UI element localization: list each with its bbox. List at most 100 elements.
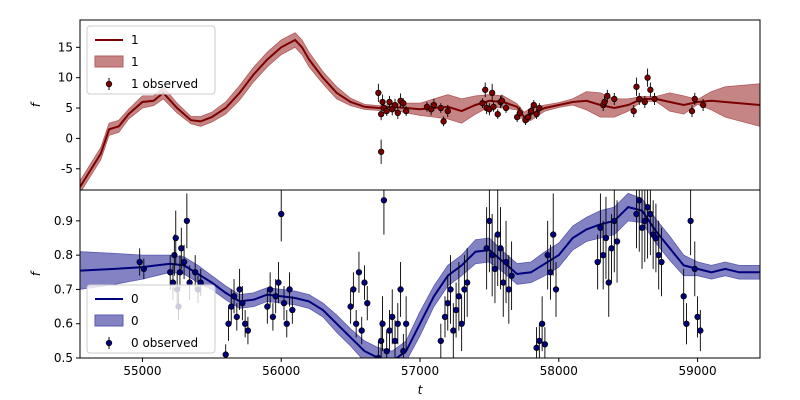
observed-point xyxy=(391,337,399,345)
observed-point xyxy=(375,354,382,358)
observed-point xyxy=(377,148,385,155)
observed-point xyxy=(269,313,277,321)
uncertainty-band xyxy=(80,192,760,358)
observed-point xyxy=(597,224,604,231)
observed-point xyxy=(278,210,285,218)
observed-point xyxy=(402,107,410,115)
observed-point xyxy=(358,327,365,334)
y-tick-label: 0 xyxy=(65,131,73,145)
observed-point xyxy=(180,258,188,266)
observed-point xyxy=(397,286,404,293)
observed-point xyxy=(641,217,648,225)
observed-point xyxy=(613,238,621,245)
observed-point xyxy=(611,95,618,103)
bottom-ylabel: f xyxy=(29,270,43,276)
observed-point xyxy=(544,251,551,259)
observed-point xyxy=(651,95,658,103)
observed-point xyxy=(272,293,279,300)
observed-point xyxy=(178,245,185,252)
observed-point xyxy=(600,251,607,259)
legend-band-swatch xyxy=(94,314,124,327)
observed-point xyxy=(538,320,546,327)
bottom-panel: 0.5 0.6 0.7 0.8 0.9 55000 56000 57000 58000 5900… xyxy=(29,189,761,397)
observed-point xyxy=(552,286,560,293)
observed-point xyxy=(516,109,524,117)
observed-point xyxy=(437,104,444,112)
observed-point xyxy=(527,107,535,115)
observed-point xyxy=(447,286,454,293)
observed-point xyxy=(547,269,554,276)
observed-point xyxy=(383,347,390,355)
observed-point xyxy=(505,286,512,293)
observed-point xyxy=(638,224,646,231)
bottom-x-axis: 55000 56000 57000 58000 59000 xyxy=(123,358,717,378)
observed-point xyxy=(647,210,654,218)
observed-point xyxy=(361,279,368,286)
observed-point xyxy=(497,245,504,252)
observed-point xyxy=(402,320,410,327)
observed-point xyxy=(530,101,537,109)
observed-point xyxy=(644,74,651,81)
observed-point xyxy=(536,337,543,345)
observed-point xyxy=(655,251,662,259)
observed-point xyxy=(394,109,401,117)
observed-point xyxy=(430,101,438,109)
x-tick-label: 58000 xyxy=(540,364,578,378)
observed-point xyxy=(483,245,490,252)
legend-point-swatch xyxy=(105,339,113,347)
observed-point xyxy=(452,306,460,314)
x-tick-label: 59000 xyxy=(678,364,716,378)
observed-point xyxy=(694,313,701,321)
observed-point xyxy=(644,203,651,211)
observed-point xyxy=(379,98,386,106)
observed-point xyxy=(441,313,449,321)
observed-point xyxy=(364,299,371,307)
legend-entry-label: 0 xyxy=(131,314,139,328)
y-tick-label: 0.7 xyxy=(54,282,73,296)
observed-point xyxy=(391,101,399,109)
observed-point xyxy=(500,279,507,286)
observed-point xyxy=(236,286,243,293)
observed-point xyxy=(630,107,637,115)
observed-point xyxy=(289,306,296,314)
legend-entry-label: 1 xyxy=(131,33,139,47)
observed-point xyxy=(286,286,293,293)
observed-point xyxy=(486,217,493,225)
observed-point xyxy=(353,320,360,327)
observed-point xyxy=(691,95,698,103)
observed-point xyxy=(176,269,184,276)
observed-point xyxy=(491,265,499,273)
observed-point xyxy=(386,327,393,334)
top-legend: 1 1 1 observed xyxy=(86,25,216,95)
observed-point xyxy=(489,89,496,97)
observed-point xyxy=(400,347,407,355)
x-tick-label: 57000 xyxy=(401,364,439,378)
observed-point xyxy=(604,92,611,100)
legend-box xyxy=(86,284,216,354)
observed-point xyxy=(482,86,489,93)
observed-point xyxy=(683,320,690,327)
observed-point xyxy=(140,265,147,273)
observed-point xyxy=(489,251,496,259)
observed-point xyxy=(172,234,179,242)
observed-point xyxy=(347,303,354,310)
observed-point xyxy=(283,320,290,327)
y-tick-label: 0.8 xyxy=(54,248,73,262)
observed-point xyxy=(377,110,385,118)
observed-point xyxy=(636,197,643,204)
mean-line xyxy=(80,205,760,358)
observed-point xyxy=(533,344,540,351)
observed-point xyxy=(479,100,486,107)
top-panel: -5 0 5 10 15 f 1 1 1 observed xyxy=(29,19,761,191)
y-tick-label: 5 xyxy=(65,101,73,115)
top-ylabel: f xyxy=(29,101,43,107)
legend-band-swatch xyxy=(94,55,124,68)
observed-point xyxy=(280,299,288,307)
observed-point xyxy=(533,110,540,118)
observed-point xyxy=(437,337,444,345)
observed-point xyxy=(525,113,532,121)
bottom-xlabel: t xyxy=(418,383,424,397)
observed-point xyxy=(450,327,457,334)
observed-point xyxy=(350,286,357,293)
x-tick-label: 56000 xyxy=(262,364,300,378)
